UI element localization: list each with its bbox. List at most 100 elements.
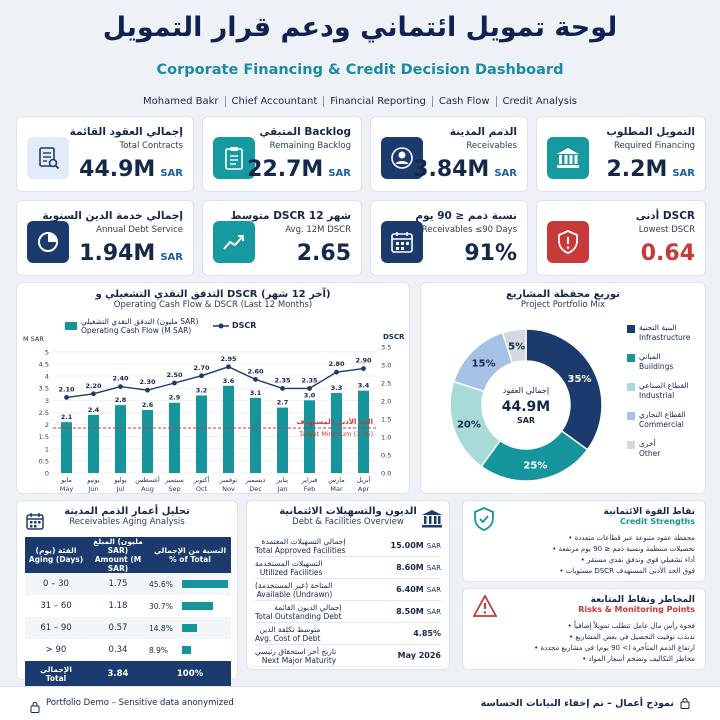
meta-line: Mohamed Bakr Chief Accountant Financial … <box>0 96 720 107</box>
meta-role: Chief Accountant <box>226 96 325 107</box>
kpi-label-en: Lowest DSCR <box>638 225 695 235</box>
shield-alert-icon <box>547 221 589 263</box>
bar-label: 3.3 <box>331 384 343 392</box>
donut-slice <box>525 328 603 451</box>
y-tick-left: 0.5 <box>39 457 49 465</box>
document-search-icon <box>27 137 69 179</box>
bank-icon <box>547 137 589 179</box>
dscr-line <box>66 366 364 399</box>
bar-label: 2.7 <box>277 399 289 407</box>
person-badge-icon <box>381 137 423 179</box>
aging-pct: 30.7% <box>149 601 173 611</box>
y-tick-left: 4 <box>45 373 49 381</box>
debt-value-wrap: 15.00M SAR <box>391 541 442 550</box>
kpi-value-wrap: 1.94M SAR <box>79 241 183 266</box>
kpi-label-ar: إجمالي خدمة الدين السنوية <box>42 210 183 222</box>
slice-label: 5% <box>508 342 525 353</box>
legend-item: المباني Buildings <box>627 352 701 372</box>
total-en: Total <box>45 674 67 683</box>
dscr-label: 2.70 <box>193 364 210 372</box>
aging-header: المبلغ (مليون SAR) Amount (M SAR) <box>87 537 149 573</box>
x-tick-ar: سبتمبر <box>164 476 184 484</box>
cashflow-bar <box>61 422 72 473</box>
kpi-label-en: Remaining Backlog <box>269 141 351 151</box>
legend-text: البنية التحتية Infrastructure <box>639 323 690 343</box>
aging-amount: 0.34 <box>108 645 128 655</box>
aging-pct-cell: 8.9% <box>149 639 231 661</box>
kpi-label-ar: المتبقي Backlog <box>259 126 351 138</box>
kpi-value: 2.65 <box>296 241 351 266</box>
kpi-label-ar: نسبة ذمم ≤ 90 يوم <box>415 210 517 222</box>
legend-swatch <box>627 441 635 449</box>
risks-list: فجوة رأس مال عامل تتطلب تمويلاً إضافياًت… <box>471 621 695 665</box>
y-tick-right: 3.0 <box>381 362 391 370</box>
legend-bars: التدفق النقدي التشغيلي (مليون SAR) Opera… <box>65 317 198 335</box>
legend-swatch <box>627 325 635 333</box>
slice-label: 35% <box>567 374 591 385</box>
dscr-point <box>307 386 312 391</box>
donut-center-unit: SAR <box>517 416 535 425</box>
bar-label: 3.6 <box>223 377 235 385</box>
debt-label-en: Avg. Cost of Debt <box>255 633 321 643</box>
kpi-card: نسبة ذمم ≤ 90 يوم Receivables ≤90 Days 91% <box>370 200 528 276</box>
legend-item: أخرى Other <box>627 439 701 459</box>
x-tick: Oct <box>196 485 208 493</box>
target-label-ar: الحد الأدنى المستهدف <box>297 417 373 426</box>
bar-label: 2.6 <box>142 401 154 409</box>
x-tick-ar: يونيو <box>86 476 99 484</box>
debt-value-wrap: 4.85% <box>413 629 441 638</box>
y-tick-right: 2.5 <box>381 380 391 388</box>
portfolio-card: توزيع محفظة المشاريع Project Portfolio M… <box>420 282 706 494</box>
warning-icon <box>472 594 498 621</box>
legend-swatch <box>627 383 635 391</box>
total-ar: الإجمالي <box>40 665 72 674</box>
strengths-item: محفظة عقود متنوعة عبر قطاعات متعددة <box>471 533 695 544</box>
strengths-item: تحصيلات منتظمة ونسبة ذمم ≤ 90 يوم مرتفعة <box>471 544 695 555</box>
pct-wrap: 30.7% <box>149 602 231 611</box>
x-tick: Jul <box>116 485 125 493</box>
kpi-value: 0.64 <box>640 241 695 266</box>
kpi-value-wrap: 2.2M SAR <box>606 157 695 182</box>
legend-bar-en: Operating Cash Flow (M SAR) <box>81 326 192 335</box>
cashflow-bar <box>304 400 315 473</box>
y-tick-left: 2.5 <box>39 409 49 417</box>
y-tick-left: 3.5 <box>39 385 49 393</box>
kpi-value-wrap: 3.84M SAR <box>413 157 517 182</box>
strengths-title-en: Credit Strengths <box>620 517 695 526</box>
bank-icon <box>421 509 443 529</box>
debt-value: 6.40M <box>396 585 424 594</box>
legend-label-en: Buildings <box>639 362 674 371</box>
debt-label-ar: إجمالي التسهيلات المعتمدة <box>261 536 346 546</box>
kpi-unit: SAR <box>160 252 183 263</box>
x-tick-ar: يناير <box>276 476 288 484</box>
cashflow-bar <box>250 397 261 473</box>
pct-wrap: 8.9% <box>149 646 231 655</box>
total-pct: 100% <box>149 661 231 687</box>
debt-value-wrap: 8.50M SAR <box>396 607 441 616</box>
kpi-label-ar: الذمم المدينة <box>449 126 517 138</box>
trend-up-icon <box>213 221 255 263</box>
x-tick-ar: مايو <box>60 476 72 484</box>
left-axis-label: M SAR <box>23 335 44 343</box>
x-tick: May <box>60 485 74 493</box>
strengths-item: أداء تشغيلي قوي وتدفق نقدي مستقر <box>471 555 695 566</box>
cashflow-bar <box>169 402 180 473</box>
aging-bar <box>182 602 213 610</box>
kpi-value-wrap: 2.65 <box>297 241 351 266</box>
calendar-icon <box>25 511 45 531</box>
x-tick-ar: يوليو <box>113 476 127 484</box>
kpi-label-en: Required Financing <box>614 141 695 151</box>
aging-bucket: 0 – 30 <box>25 573 87 595</box>
aging-amount: 1.75 <box>87 573 149 595</box>
aging-pct: 8.9% <box>149 645 169 655</box>
debt-label-en: Utilized Facilities <box>259 567 323 577</box>
debt-title-en: Debt & Facilities Overview <box>292 517 404 527</box>
aging-pct-cell: 45.6% <box>149 573 231 595</box>
debt-value-wrap: 8.60M SAR <box>396 563 441 572</box>
risks-card: المخاطر ونقاط المتابعة Risks & Monitorin… <box>462 588 706 670</box>
aging-bar <box>182 646 191 654</box>
pct-wrap: 14.8% <box>149 624 231 633</box>
bar-label: 2.8 <box>115 396 127 404</box>
table-row: 0 – 30 1.75 45.6% <box>25 573 231 595</box>
aging-header: النسبة من الإجمالي% of Total <box>149 537 231 573</box>
